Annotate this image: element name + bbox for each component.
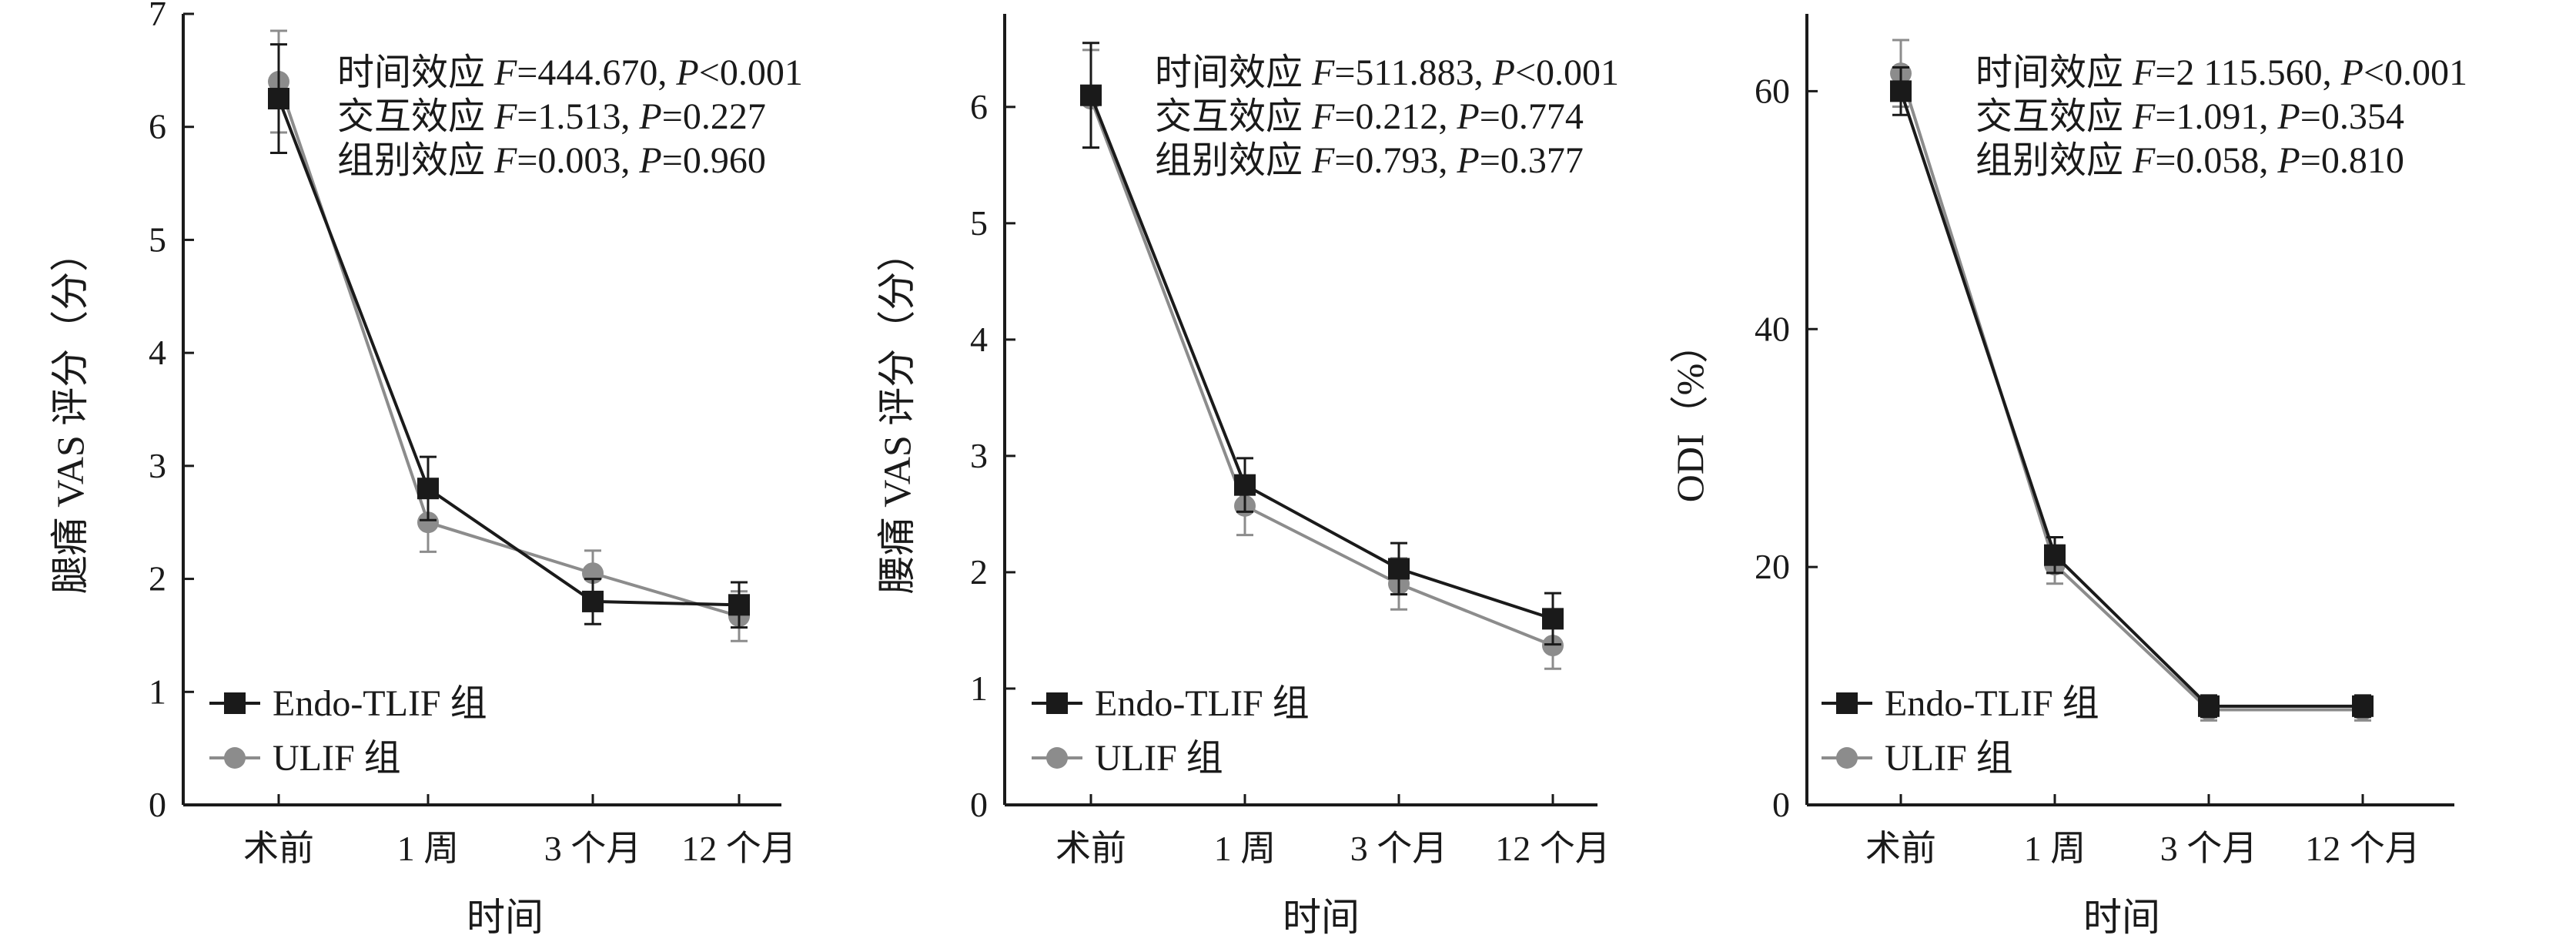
y-tick-label: 2 (149, 559, 166, 598)
legend: Endo-TLIF 组 ULIF 组 (1032, 683, 1310, 779)
y-tick-label: 2 (970, 552, 988, 592)
legend-marker-ulif (1046, 747, 1068, 769)
x-tick-label: 3 个月 (1350, 829, 1448, 868)
x-tick-label: 1 周 (2024, 829, 2086, 868)
annotation-line: 组别效应 F=0.003, P=0.960 (337, 140, 766, 181)
data-point-endo (1234, 474, 1256, 496)
y-tick-label: 7 (149, 0, 166, 33)
legend-marker-ulif (224, 747, 246, 769)
annotation-line: 交互效应 F=1.513, P=0.227 (337, 96, 766, 137)
data-point-endo (417, 478, 439, 500)
data-point-endo (1080, 84, 1102, 106)
annotation-line: 时间效应 F=444.670, P<0.001 (337, 52, 803, 93)
y-tick-label: 4 (970, 320, 988, 359)
y-tick-label: 40 (1755, 309, 1790, 348)
data-point-endo (2198, 695, 2220, 717)
annotation-line: 交互效应 F=1.091, P=0.354 (1975, 96, 2404, 137)
legend-label-endo: Endo-TLIF 组 (1885, 683, 2099, 724)
series-line-ulif (277, 81, 740, 618)
y-tick-label: 6 (970, 87, 988, 126)
data-point-endo (582, 590, 604, 612)
x-tick-label: 1 周 (1214, 829, 1276, 868)
y-tick-label: 3 (970, 436, 988, 475)
x-tick-label: 术前 (1055, 829, 1126, 868)
y-tick-label: 1 (970, 669, 988, 708)
legend-label-ulif: ULIF 组 (1095, 738, 1223, 779)
y-axis-title: 腿痛 VAS 评分（分） (49, 233, 92, 595)
x-tick-label: 3 个月 (544, 829, 642, 868)
annotation-line: 组别效应 F=0.058, P=0.810 (1975, 140, 2404, 181)
legend-marker-ulif (1836, 747, 1858, 769)
legend-marker-endo (224, 692, 246, 714)
legend-marker-endo (1046, 692, 1068, 714)
x-axis-title: 时间 (467, 896, 544, 939)
x-tick-label: 12 个月 (681, 829, 797, 868)
x-tick-label: 术前 (1865, 829, 1936, 868)
y-tick-label: 6 (149, 107, 166, 146)
series-line-endo (277, 98, 740, 607)
x-tick-label: 3 个月 (2160, 829, 2258, 868)
legend-label-ulif: ULIF 组 (273, 738, 401, 779)
series-line-ulif (1089, 98, 1554, 647)
y-tick-label: 1 (149, 672, 166, 711)
data-point-endo (1388, 558, 1410, 580)
chart-panel-odi: ODI（%） 时间 时间效应 F=2 115.560, P<0.001 交互效应… (1668, 14, 2467, 939)
data-point-endo (2044, 544, 2066, 566)
y-tick-label: 0 (1772, 785, 1790, 824)
x-tick-label: 1 周 (397, 829, 460, 868)
chart-panel-leg-pain: 腿痛 VAS 评分（分） 时间 时间效应 F=444.670, P<0.001 … (49, 0, 803, 939)
annotation-line: 时间效应 F=511.883, P<0.001 (1155, 52, 1619, 93)
data-point-endo (2352, 695, 2374, 717)
y-axis-title: ODI（%） (1668, 325, 1711, 503)
legend-label-endo: Endo-TLIF 组 (1095, 683, 1310, 724)
y-tick-label: 3 (149, 446, 166, 485)
data-point-ulif (417, 511, 439, 534)
legend-label-ulif: ULIF 组 (1885, 738, 2013, 779)
data-point-endo (1890, 80, 1912, 102)
chart-panel-back-pain: 腰痛 VAS 评分（分） 时间 时间效应 F=511.883, P<0.001 … (875, 14, 1619, 939)
data-point-endo (728, 594, 750, 616)
annotation-line: 时间效应 F=2 115.560, P<0.001 (1975, 52, 2467, 93)
x-tick-label: 术前 (243, 829, 314, 868)
y-tick-label: 20 (1755, 547, 1790, 586)
y-tick-label: 60 (1755, 71, 1790, 110)
series-line-endo (1899, 90, 2363, 708)
data-point-ulif (1542, 635, 1564, 657)
annotation-line: 组别效应 F=0.793, P=0.377 (1155, 140, 1584, 181)
y-tick-label: 0 (149, 785, 166, 824)
legend-label-endo: Endo-TLIF 组 (273, 683, 487, 724)
legend: Endo-TLIF 组 ULIF 组 (1822, 683, 2099, 779)
y-tick-label: 0 (970, 785, 988, 824)
y-tick-label: 5 (149, 220, 166, 259)
data-point-endo (268, 88, 289, 110)
x-axis-title: 时间 (2083, 896, 2160, 939)
x-axis-title: 时间 (1283, 896, 1360, 939)
series-line-endo (1089, 94, 1554, 621)
legend-marker-endo (1836, 692, 1858, 714)
x-tick-label: 12 个月 (2305, 829, 2420, 868)
y-tick-label: 5 (970, 203, 988, 243)
data-point-endo (1542, 608, 1564, 630)
legend: Endo-TLIF 组 ULIF 组 (209, 683, 487, 779)
y-tick-label: 4 (149, 333, 166, 372)
y-axis-title: 腰痛 VAS 评分（分） (875, 233, 918, 595)
annotation-line: 交互效应 F=0.212, P=0.774 (1155, 96, 1584, 137)
x-tick-label: 12 个月 (1495, 829, 1611, 868)
